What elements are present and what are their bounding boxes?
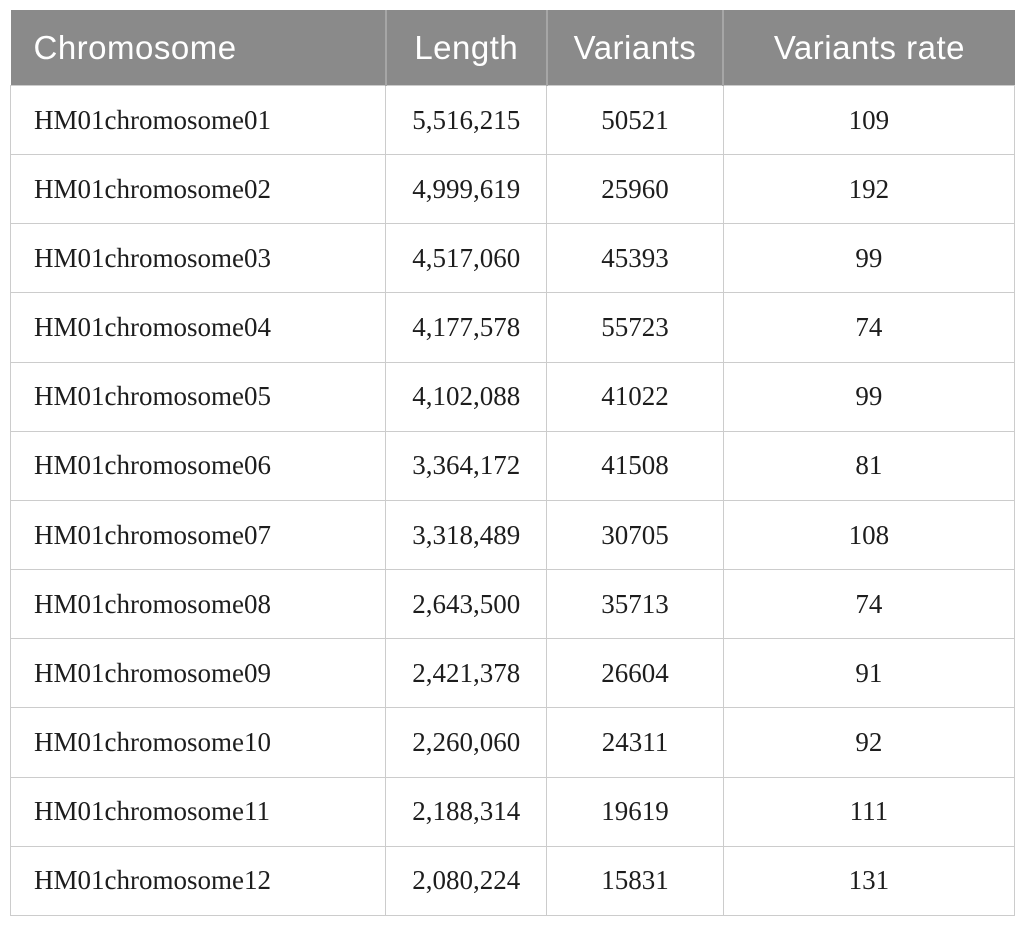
header-row: Chromosome Length Variants Variants rate [10,10,1015,86]
header-length: Length [384,10,547,86]
table-row: HM01chromosome08 2,643,500 35713 74 [9,569,1016,640]
value-cell: 15831 [546,845,724,917]
value-cell: 26604 [546,638,724,709]
value-cell: 74 [722,292,1016,363]
table-row: HM01chromosome05 4,102,088 41022 99 [9,361,1016,432]
value-cell: 45393 [546,223,724,294]
value-cell: 3,318,489 [385,499,548,571]
value-cell: 30705 [546,499,724,571]
value-cell: 108 [722,499,1016,571]
chromosome-name-cell: HM01chromosome05 [9,361,387,432]
value-cell: 111 [722,776,1016,847]
header-variants: Variants [545,10,724,86]
table-row: HM01chromosome11 2,188,314 19619 111 [9,776,1016,847]
value-cell: 81 [722,430,1016,501]
chromosome-name-cell: HM01chromosome12 [9,845,387,917]
value-cell: 35713 [546,569,724,640]
header-variants-rate: Variants rate [722,10,1015,86]
table-header: Chromosome Length Variants Variants rate [10,10,1015,86]
chromosome-name-cell: HM01chromosome02 [9,154,387,225]
table-row: HM01chromosome10 2,260,060 24311 92 [9,707,1016,778]
value-cell: 41022 [546,361,724,432]
table-row: HM01chromosome02 4,999,619 25960 192 [9,154,1016,225]
table-body: HM01chromosome01 5,516,215 50521 109 HM01chr… [9,84,1016,917]
header-chromosome: Chromosome [10,10,386,86]
value-cell: 131 [722,845,1016,917]
value-cell: 55723 [546,292,724,363]
value-cell: 41508 [546,430,724,501]
table-row: HM01chromosome07 3,318,489 30705 108 [9,499,1016,571]
chromosome-name-cell: HM01chromosome07 [9,499,387,571]
chromosome-name-cell: HM01chromosome09 [9,638,387,709]
chromosome-name-cell: HM01chromosome08 [9,569,387,640]
table-row: HM01chromosome12 2,080,224 15831 131 [9,845,1016,917]
table-row: HM01chromosome04 4,177,578 55723 74 [9,292,1016,363]
chromosome-name-cell: HM01chromosome06 [9,430,387,501]
value-cell: 2,643,500 [385,569,548,640]
chromosome-variants-table-container: Chromosome Length Variants Variants rate… [9,10,1016,917]
value-cell: 4,102,088 [385,361,548,432]
value-cell: 4,177,578 [385,292,548,363]
value-cell: 2,188,314 [385,776,548,847]
value-cell: 99 [722,223,1016,294]
value-cell: 92 [722,707,1016,778]
value-cell: 5,516,215 [385,84,548,156]
value-cell: 4,999,619 [385,154,548,225]
value-cell: 192 [722,154,1016,225]
value-cell: 109 [722,84,1016,156]
value-cell: 24311 [546,707,724,778]
value-cell: 99 [722,361,1016,432]
table-row: HM01chromosome03 4,517,060 45393 99 [9,223,1016,294]
value-cell: 50521 [546,84,724,156]
chromosome-name-cell: HM01chromosome10 [9,707,387,778]
table-row: HM01chromosome01 5,516,215 50521 109 [9,84,1016,156]
table-row: HM01chromosome09 2,421,378 26604 91 [9,638,1016,709]
value-cell: 91 [722,638,1016,709]
value-cell: 25960 [546,154,724,225]
value-cell: 74 [722,569,1016,640]
value-cell: 2,260,060 [385,707,548,778]
chromosome-name-cell: HM01chromosome11 [9,776,387,847]
value-cell: 2,421,378 [385,638,548,709]
chromosome-name-cell: HM01chromosome04 [9,292,387,363]
value-cell: 4,517,060 [385,223,548,294]
chromosome-name-cell: HM01chromosome03 [9,223,387,294]
value-cell: 19619 [546,776,724,847]
chromosome-variants-table: Chromosome Length Variants Variants rate… [9,10,1016,917]
value-cell: 2,080,224 [385,845,548,917]
chromosome-name-cell: HM01chromosome01 [9,84,387,156]
table-row: HM01chromosome06 3,364,172 41508 81 [9,430,1016,501]
value-cell: 3,364,172 [385,430,548,501]
